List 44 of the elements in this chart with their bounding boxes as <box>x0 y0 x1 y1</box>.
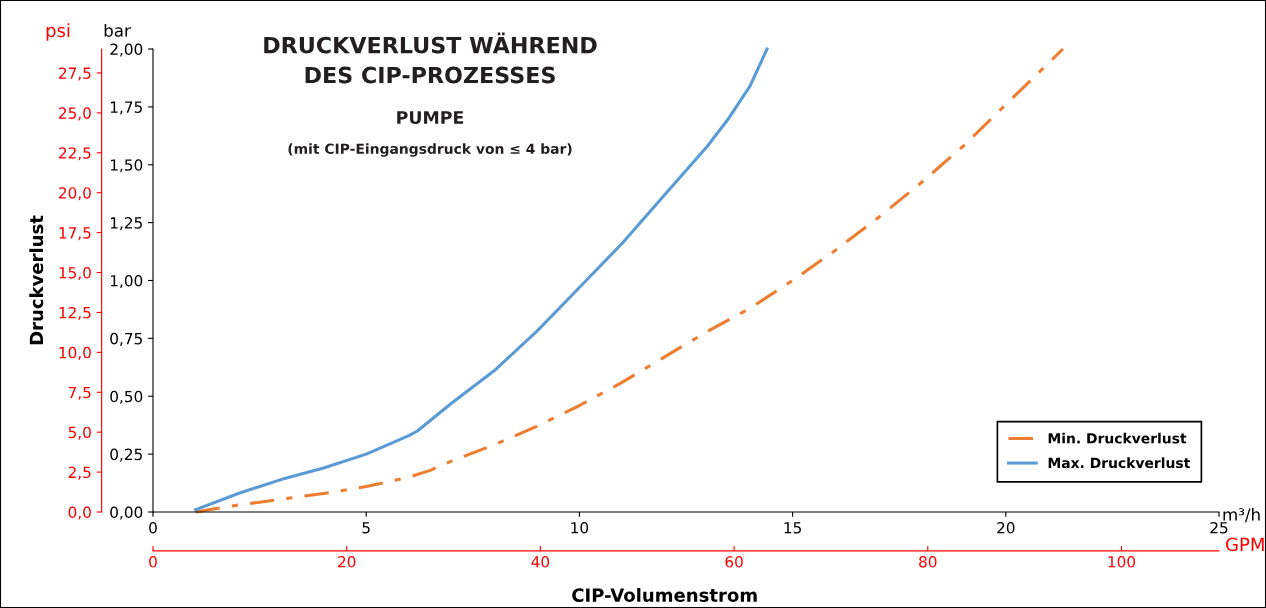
x2-tick-label: 40 <box>531 556 550 568</box>
x-tick-label: 5 <box>362 522 370 534</box>
y-tick-label: 22,5 <box>58 147 91 161</box>
y2-tick-label: 2,00 <box>110 43 143 57</box>
y2-tick-label: 1,00 <box>110 274 143 289</box>
text: m³/h <box>1223 507 1260 523</box>
y-axis-title: Druckverlust <box>29 215 44 345</box>
y-tick-label: 12,5 <box>59 306 91 321</box>
text: psi <box>46 23 70 41</box>
y2-tick-label: 0,00 <box>110 506 143 520</box>
x-tick-label: 10 <box>571 521 589 534</box>
text: PUMPE <box>397 111 464 125</box>
x-tick-label: 0 <box>149 521 157 534</box>
y-tick-label: 27,5 <box>58 67 91 81</box>
y2-tick-label: 0,75 <box>110 332 142 346</box>
y-tick-label: 5,0 <box>68 426 91 440</box>
y-tick-label: 0,0 <box>68 506 91 520</box>
y-tick-label: 17,5 <box>59 227 91 241</box>
x2-tick-label: 80 <box>919 556 937 568</box>
y2-tick-label: 0,25 <box>110 448 142 462</box>
y-tick-label: 25,0 <box>58 107 91 121</box>
y-tick-label: 2,5 <box>68 466 91 480</box>
x2-tick-label: 20 <box>338 556 356 568</box>
y2-tick-label: 1,75 <box>110 101 142 115</box>
y-tick-label: 15,0 <box>59 266 91 281</box>
legend-label: Min. Druckverlust <box>1048 432 1187 444</box>
x2-tick-label: 60 <box>725 556 743 568</box>
text: bar <box>104 23 131 37</box>
x-axis-title: CIP-Volumenstrom <box>572 588 757 602</box>
x-tick-label: 25 <box>1210 521 1228 534</box>
y-tick-label: 20,0 <box>58 187 91 201</box>
x-tick-label: 15 <box>784 522 801 534</box>
y-tick-label: 10,0 <box>59 346 91 360</box>
annotation: (mit CIP-Eingangsdruck von ≤ 4 bar) <box>288 143 572 157</box>
y2-tick-label: 0,50 <box>110 390 143 404</box>
chart-title: DRUCKVERLUST WÄHREND DES CIP-PROZESSES <box>264 32 597 84</box>
x-tick-label: 20 <box>997 521 1015 534</box>
y2-tick-label: 1,50 <box>110 159 143 173</box>
y-tick-label: 7,5 <box>68 386 91 400</box>
y2-tick-label: 1,25 <box>110 217 142 231</box>
x2-tick-label: 100 <box>1108 556 1136 568</box>
x2-tick-label: 0 <box>149 556 157 568</box>
x2-axis-title: GPM <box>1226 537 1264 552</box>
legend-label: Max. Druckverlust <box>1048 457 1190 469</box>
